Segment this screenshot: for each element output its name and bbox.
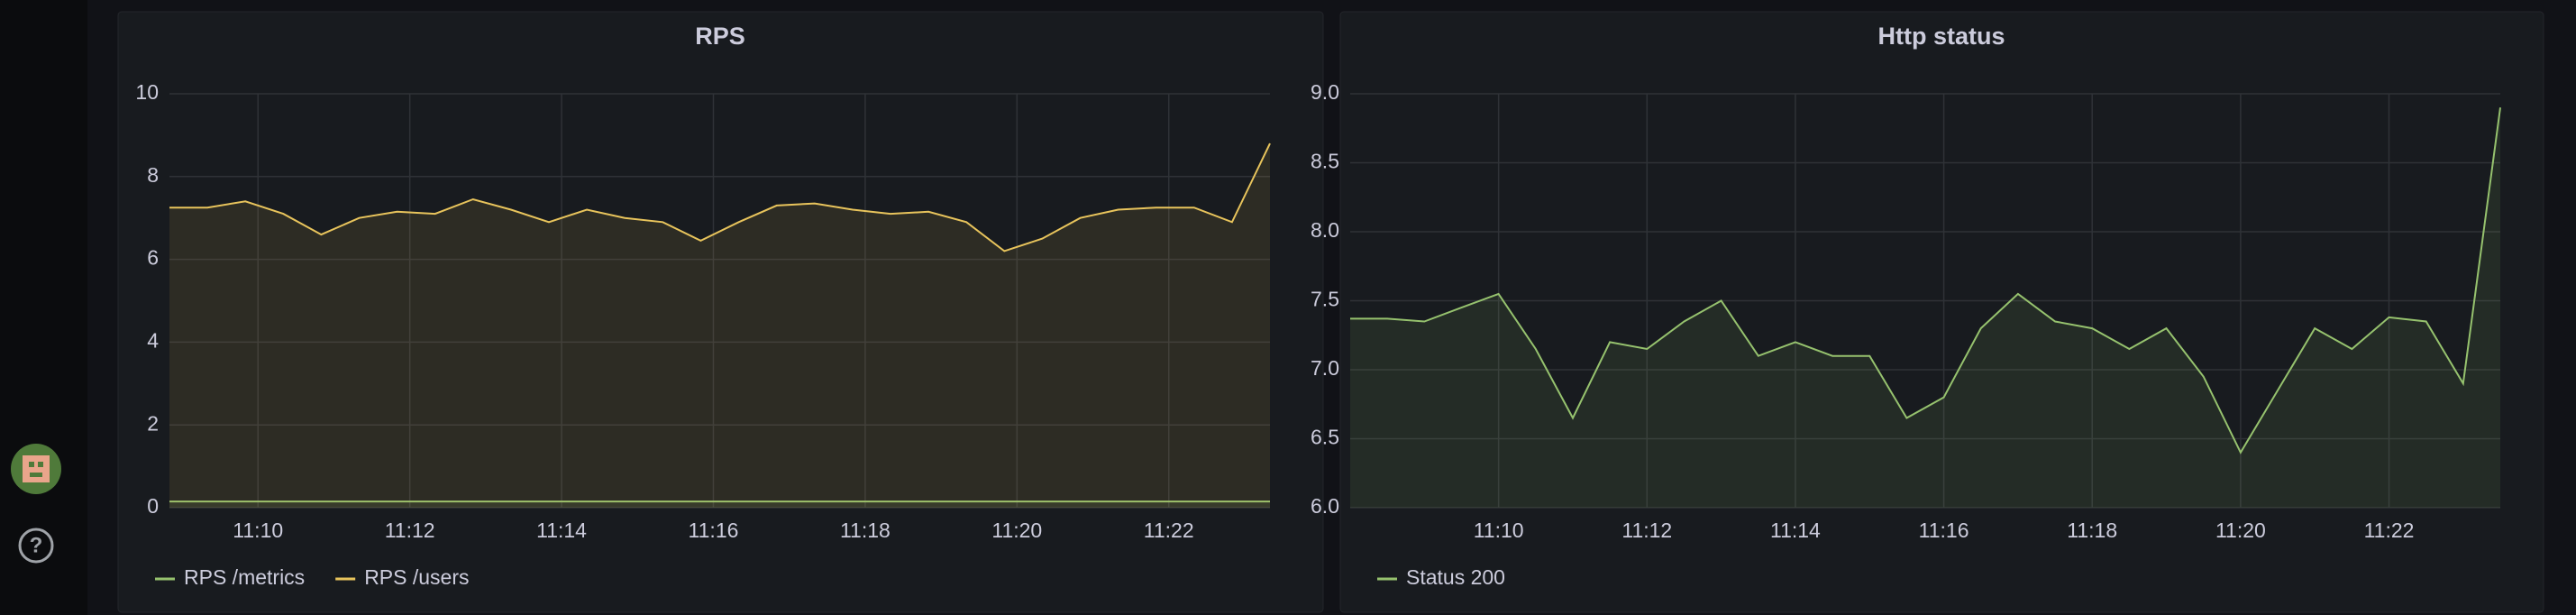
- avatar[interactable]: [11, 444, 61, 494]
- help-icon[interactable]: ?: [18, 528, 54, 564]
- series-line: [1350, 107, 2501, 454]
- x-tick-label: 11:18: [840, 519, 891, 542]
- legend-label: Status 200: [1406, 565, 1505, 589]
- x-tick-label: 11:14: [536, 519, 587, 542]
- series-line: [169, 142, 1271, 252]
- y-tick-label: 10: [135, 80, 159, 104]
- area: [169, 501, 1270, 508]
- x-tick-label: 11:22: [2364, 519, 2415, 542]
- panel-title: RPS: [695, 23, 745, 50]
- panel: [1339, 11, 2544, 613]
- x-tick-label: 11:14: [1770, 519, 1821, 542]
- y-tick-label: 7.5: [1311, 288, 1339, 311]
- sidebar: [0, 0, 87, 615]
- y-tick-label: 6.5: [1311, 426, 1339, 449]
- panel-title: Http status: [1878, 23, 2005, 50]
- x-tick-label: 11:18: [2067, 519, 2117, 542]
- x-tick-label: 11:20: [991, 519, 1042, 542]
- x-tick-label: 11:10: [1474, 519, 1524, 542]
- y-tick-label: 2: [147, 411, 159, 435]
- y-tick-label: 8: [147, 163, 159, 187]
- x-tick-label: 11:20: [2215, 519, 2266, 542]
- y-tick-label: 7.0: [1311, 356, 1339, 380]
- y-tick-label: 0: [147, 494, 159, 518]
- y-tick-label: 6.0: [1311, 494, 1339, 518]
- x-tick-label: 11:12: [1621, 519, 1672, 542]
- legend-label: RPS /users: [364, 565, 469, 589]
- x-tick-label: 11:10: [233, 519, 283, 542]
- y-tick-label: 6: [147, 246, 159, 270]
- x-tick-label: 11:22: [1144, 519, 1194, 542]
- y-tick-label: 8.5: [1311, 150, 1339, 173]
- y-tick-label: 4: [147, 328, 159, 352]
- x-tick-label: 11:16: [1919, 519, 1969, 542]
- x-tick-label: 11:16: [689, 519, 739, 542]
- y-tick-label: 9.0: [1311, 80, 1339, 104]
- legend-label: RPS /metrics: [184, 565, 305, 589]
- svg-text:?: ?: [30, 533, 43, 557]
- area: [1350, 107, 2500, 509]
- x-tick-label: 11:12: [385, 519, 435, 542]
- area: [169, 143, 1270, 508]
- y-tick-label: 8.0: [1311, 218, 1339, 242]
- panel: [117, 11, 1324, 613]
